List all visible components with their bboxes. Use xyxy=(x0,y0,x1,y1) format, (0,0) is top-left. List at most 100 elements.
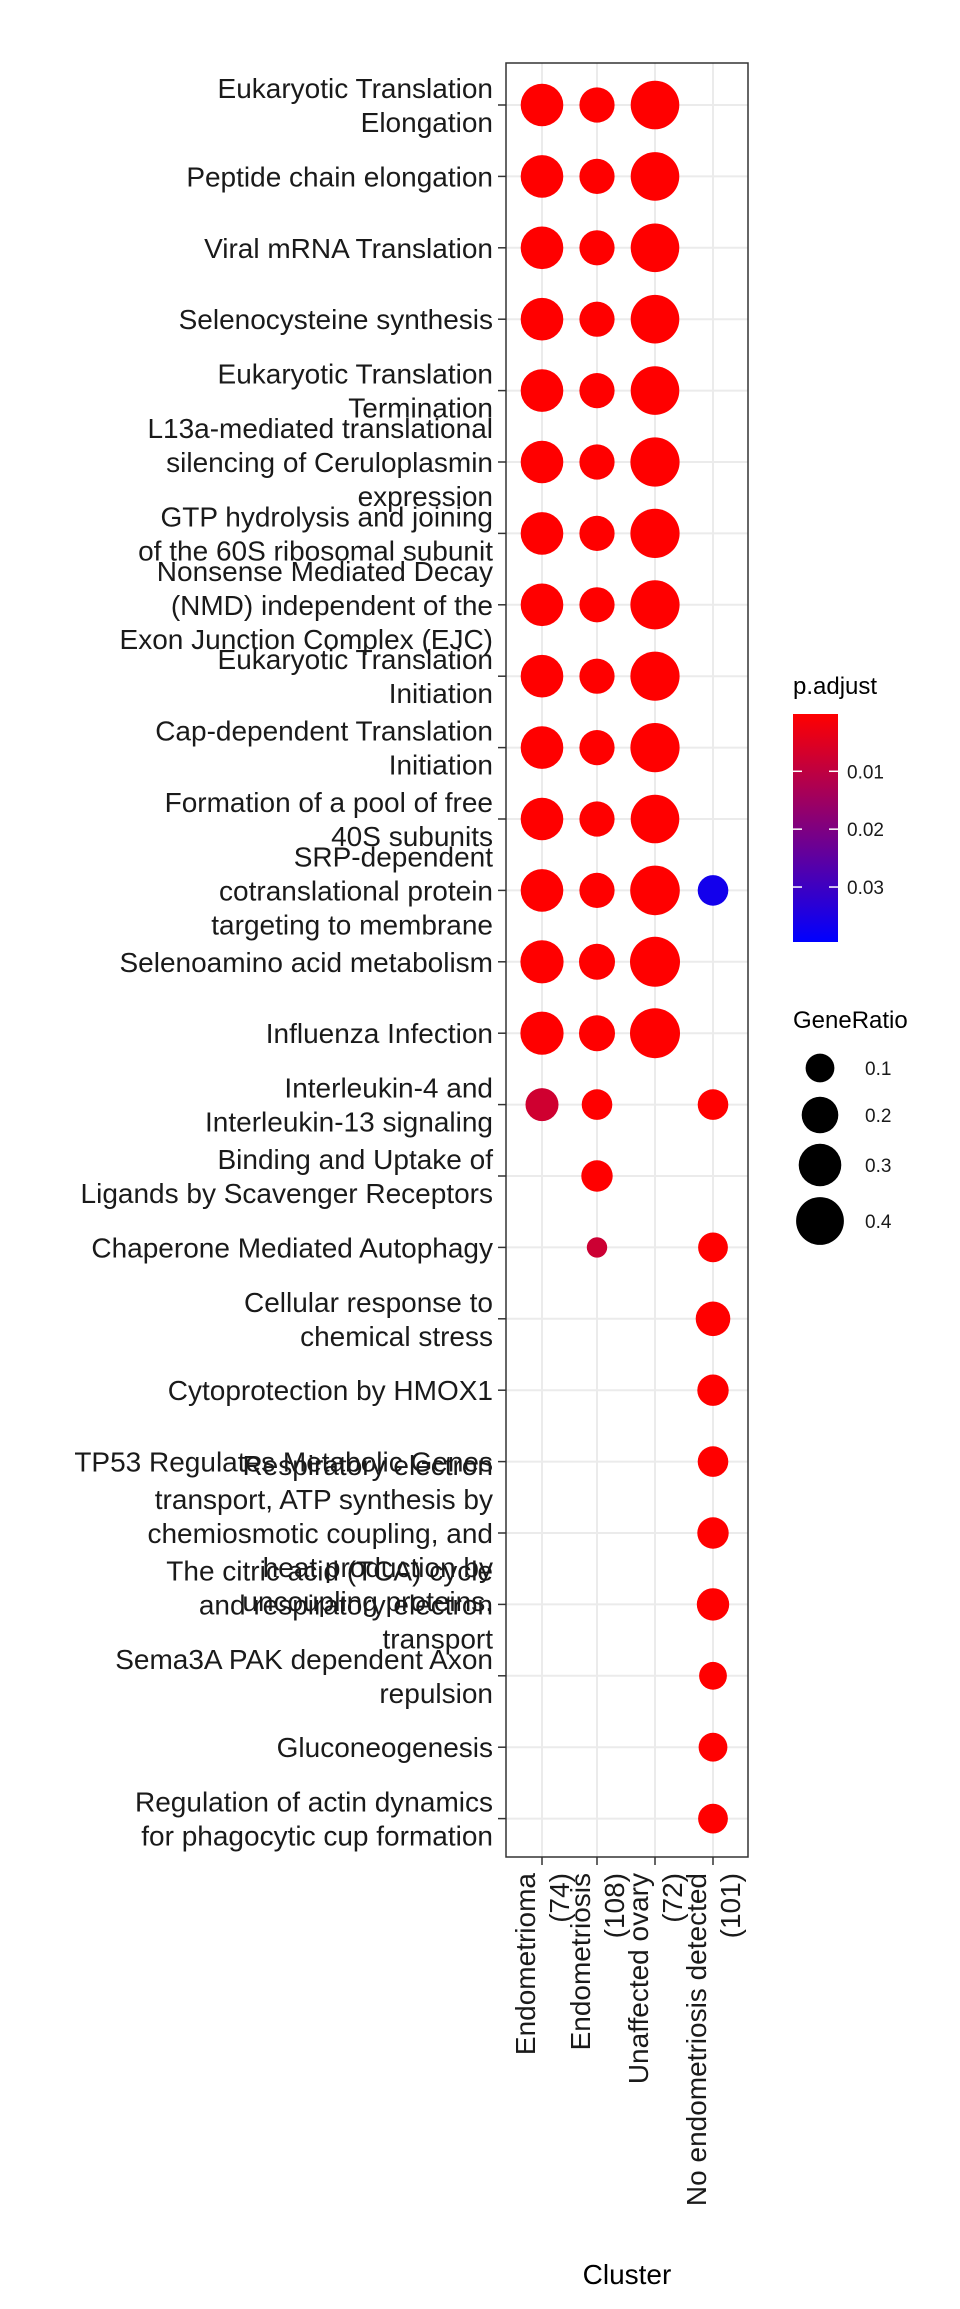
size-legend-dot xyxy=(805,1053,835,1083)
size-legend-label: 0.1 xyxy=(865,1059,891,1080)
size-legend-dot xyxy=(798,1143,842,1187)
size-legend-items: 0.1 0.2 0.3 0.4 xyxy=(796,1053,892,1245)
y-tick-label: Sema3A PAK dependent Axon repulsion xyxy=(115,1644,493,1709)
data-point xyxy=(579,658,615,694)
data-point xyxy=(630,437,680,487)
color-legend-title: p.adjust xyxy=(793,673,877,700)
data-point xyxy=(630,723,680,773)
data-point xyxy=(579,301,615,337)
size-legend: GeneRatio 0.1 0.2 0.3 0.4 xyxy=(793,1007,908,1245)
data-point xyxy=(630,1008,680,1059)
y-tick-label: GTP hydrolysis and joining of the 60S rib… xyxy=(138,501,493,566)
data-point xyxy=(579,801,615,837)
data-point xyxy=(697,875,729,906)
data-point xyxy=(698,1803,728,1834)
y-tick-label: Cytoprotection by HMOX1 xyxy=(168,1375,493,1406)
size-legend-label: 0.4 xyxy=(865,1212,892,1233)
y-tick-label: Chaperone Mediated Autophagy xyxy=(91,1232,493,1263)
data-point xyxy=(520,440,564,484)
data-point xyxy=(579,373,615,409)
data-point xyxy=(696,1588,730,1621)
y-tick-label: Eukaryotic Translation Termination xyxy=(218,359,493,424)
size-legend-title: GeneRatio xyxy=(793,1007,908,1034)
data-point xyxy=(630,80,680,130)
data-point xyxy=(520,940,564,984)
x-axis-ticks xyxy=(541,1857,714,1865)
y-tick-label: Formation of a pool of free 40S subunits xyxy=(165,787,493,852)
data-point xyxy=(698,1732,728,1762)
data-point xyxy=(520,512,564,555)
x-tick-label: No endometriosis detected (101) xyxy=(681,1873,746,2206)
color-legend-bar xyxy=(793,714,838,942)
data-point xyxy=(520,726,564,769)
data-point xyxy=(520,797,564,841)
y-tick-label: Selenoamino acid metabolism xyxy=(119,947,493,978)
data-point xyxy=(630,366,680,415)
data-point xyxy=(697,1446,729,1477)
data-point xyxy=(579,587,615,623)
data-point xyxy=(630,651,680,701)
size-legend-dot xyxy=(801,1096,839,1134)
panel-border xyxy=(505,62,749,1858)
x-tick-label: Endometriosis (108) xyxy=(565,1873,630,2050)
y-tick-label: Eukaryotic Translation Elongation xyxy=(218,73,493,138)
data-point xyxy=(525,1088,559,1122)
y-tick-label: Nonsense Mediated Decay (NMD) independent… xyxy=(120,556,493,655)
data-point xyxy=(697,1517,729,1549)
data-point xyxy=(581,1089,613,1120)
data-point xyxy=(586,1237,608,1258)
y-tick-label: Viral mRNA Translation xyxy=(204,233,493,264)
y-tick-label: Cap-dependent Translation Initiation xyxy=(155,716,493,781)
data-point xyxy=(579,730,615,766)
data-point xyxy=(697,1374,729,1406)
data-point xyxy=(695,1301,731,1337)
data-point xyxy=(520,654,564,698)
color-legend-ticks: 0.01 0.02 0.03 xyxy=(793,762,884,899)
data-point xyxy=(520,155,564,198)
y-tick-label: Selenocysteine synthesis xyxy=(179,304,493,335)
data-point xyxy=(579,158,615,194)
y-tick-label: Peptide chain elongation xyxy=(186,161,493,192)
x-tick-label: Endometrioma (74) xyxy=(510,1873,575,2056)
size-legend-label: 0.3 xyxy=(865,1156,891,1177)
y-tick-label: Eukaryotic Translation Initiation xyxy=(218,644,493,709)
data-point xyxy=(699,1661,727,1690)
data-point xyxy=(579,230,615,266)
y-tick-label: Gluconeogenesis xyxy=(277,1732,493,1763)
data-point xyxy=(520,1011,564,1055)
data-points xyxy=(520,80,731,1834)
x-tick-label: Unaffected ovary (72) xyxy=(623,1873,688,2084)
y-tick-label: TP53 Regulates Metabolic Genes xyxy=(74,1447,493,1478)
data-point xyxy=(579,87,615,123)
y-tick-label: Influenza Infection xyxy=(266,1018,493,1049)
y-tick-label: Regulation of actin dynamics for phagocyt… xyxy=(135,1787,493,1852)
y-axis-tick-labels: Eukaryotic Translation Elongation Peptide … xyxy=(74,73,493,1852)
data-point xyxy=(630,865,680,916)
y-tick-label: Cellular response to chemical stress xyxy=(244,1287,493,1352)
y-tick-label: Binding and Uptake of Ligands by Scavenge… xyxy=(81,1144,494,1209)
data-point xyxy=(581,1160,613,1192)
data-point xyxy=(579,943,615,980)
y-tick-label: Interleukin-4 and Interleukin-13 signalin… xyxy=(205,1073,493,1138)
data-point xyxy=(698,1232,728,1263)
data-point xyxy=(579,872,615,909)
data-point xyxy=(630,294,680,344)
data-point xyxy=(520,226,564,270)
data-point xyxy=(697,1089,729,1120)
data-point xyxy=(520,83,564,127)
color-legend-tick-label: 0.01 xyxy=(847,762,884,783)
y-tick-label: L13a-mediated translational silencing of … xyxy=(147,413,493,512)
data-point xyxy=(520,869,564,912)
size-legend-label: 0.2 xyxy=(865,1106,891,1127)
data-point xyxy=(579,444,615,480)
data-point xyxy=(579,1015,615,1052)
y-tick-label: SRP-dependent cotranslational protein targ… xyxy=(211,841,493,940)
data-point xyxy=(630,580,680,630)
data-point xyxy=(630,794,680,844)
x-axis-title: Cluster xyxy=(583,2259,672,2290)
data-point xyxy=(630,936,680,987)
x-axis-tick-labels: Endometrioma (74)Endometriosis (108)Unaffe… xyxy=(510,1873,746,2206)
data-point xyxy=(520,297,564,341)
